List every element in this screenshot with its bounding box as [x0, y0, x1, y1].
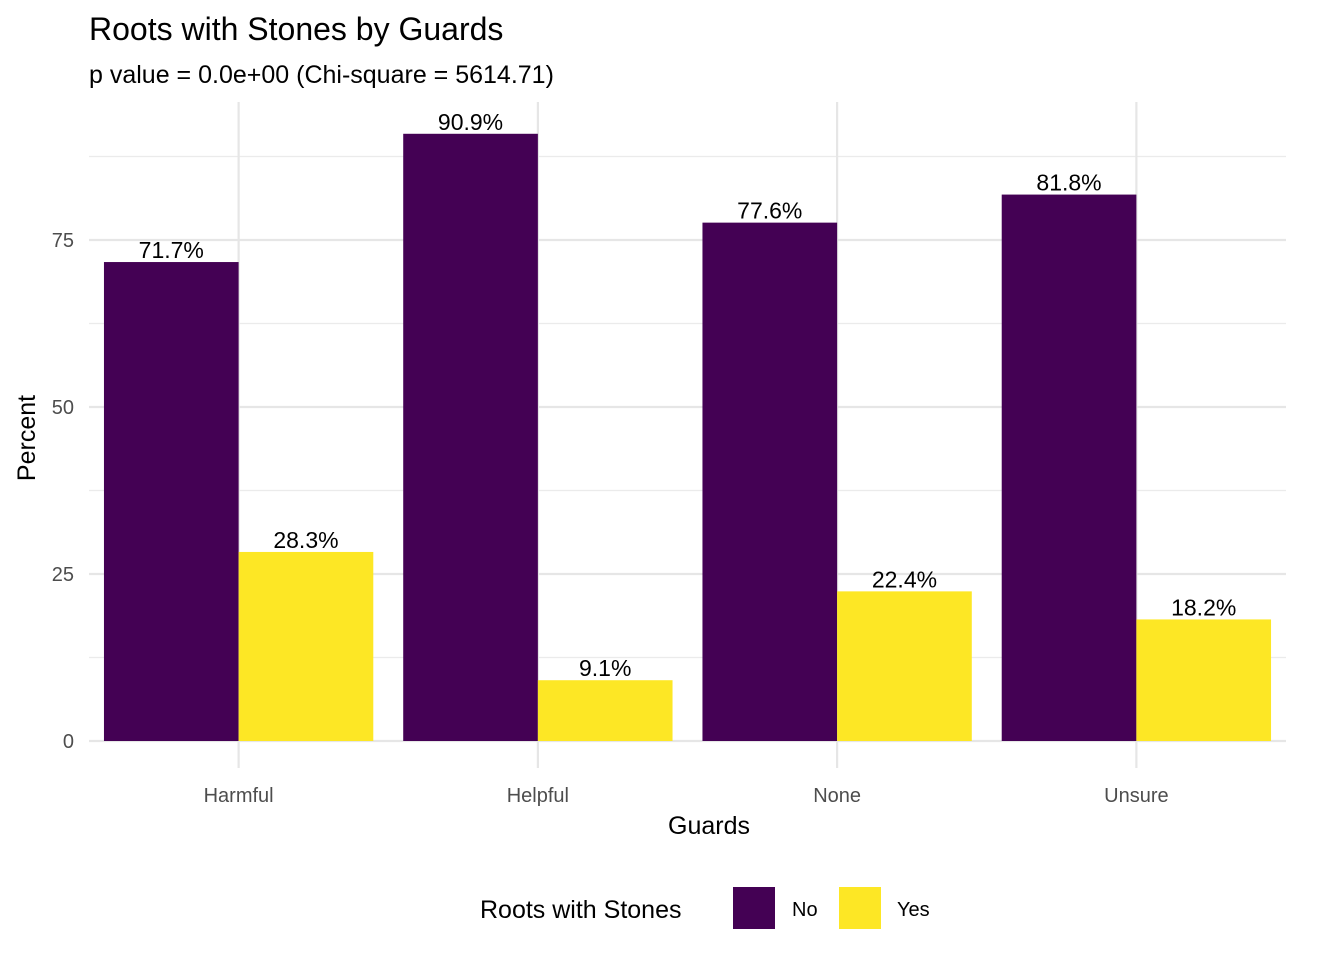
x-tick-label: Helpful — [507, 785, 569, 807]
data-label: 81.8% — [1036, 170, 1101, 196]
bars — [103, 133, 1272, 742]
x-tick-label: Harmful — [204, 785, 274, 807]
x-tick-label: None — [813, 785, 861, 807]
data-label: 18.2% — [1171, 594, 1236, 620]
x-axis-tick-labels: Harmful Helpful None Unsure — [204, 785, 1169, 807]
data-labels: 71.7% 28.3% 90.9% 9.1% 77.6% 22.4% 81.8% 18.2% — [139, 109, 1237, 681]
legend-swatch-yes — [839, 887, 881, 929]
bar-unsure-yes — [1136, 619, 1272, 741]
bar-unsure-no — [1001, 194, 1137, 742]
data-label: 9.1% — [579, 655, 631, 681]
y-axis-tick-labels: 0 25 50 75 — [52, 230, 74, 753]
bar-harmful-yes — [238, 551, 374, 741]
x-axis-title: Guards — [668, 812, 750, 840]
y-tick-label: 75 — [52, 230, 74, 252]
legend-title: Roots with Stones — [480, 896, 682, 924]
y-axis-title: Percent — [13, 395, 41, 481]
chart-title: Roots with Stones by Guards — [89, 11, 503, 47]
chart-subtitle: p value = 0.0e+00 (Chi-square = 5614.71) — [89, 61, 554, 89]
legend-swatch-no — [733, 887, 775, 929]
y-tick-label: 50 — [52, 397, 74, 419]
bar-none-no — [702, 222, 838, 741]
x-tick-label: Unsure — [1104, 785, 1168, 807]
legend-label-no: No — [792, 899, 818, 921]
bar-helpful-no — [403, 133, 538, 742]
data-label: 28.3% — [273, 527, 338, 553]
bar-helpful-yes — [537, 680, 673, 741]
data-label: 90.9% — [438, 109, 503, 135]
legend: Roots with Stones No Yes — [480, 887, 930, 929]
data-label: 71.7% — [139, 237, 204, 263]
y-tick-label: 25 — [52, 564, 74, 586]
bar-none-yes — [837, 591, 972, 741]
legend-label-yes: Yes — [897, 899, 930, 921]
y-tick-label: 0 — [63, 731, 74, 753]
bar-harmful-no — [103, 262, 239, 741]
data-label: 77.6% — [737, 198, 802, 224]
data-label: 22.4% — [872, 566, 937, 592]
